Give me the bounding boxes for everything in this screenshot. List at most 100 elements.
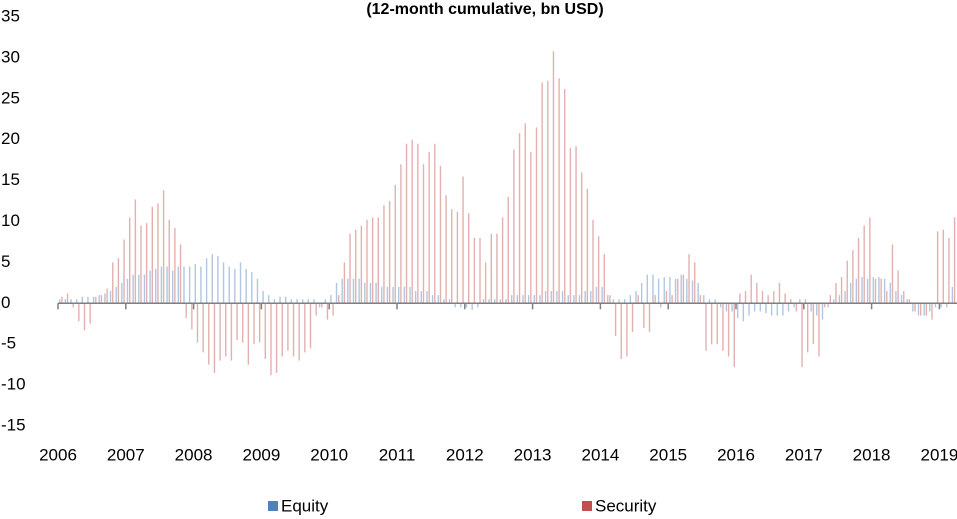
bar xyxy=(253,303,255,345)
bar xyxy=(245,268,247,304)
bar xyxy=(863,225,865,304)
bar xyxy=(669,277,671,304)
bar xyxy=(205,258,208,304)
x-tick-label: 2013 xyxy=(514,445,552,464)
bar xyxy=(516,295,519,304)
bar xyxy=(191,303,193,330)
bar xyxy=(697,282,699,304)
bar xyxy=(716,303,718,345)
bar xyxy=(151,206,153,304)
bar xyxy=(482,299,485,304)
bar xyxy=(801,303,803,368)
bar xyxy=(530,151,532,304)
bar xyxy=(326,303,329,320)
bar xyxy=(643,303,645,328)
bar xyxy=(674,278,677,304)
bar xyxy=(129,217,131,304)
bar xyxy=(592,219,594,304)
bar xyxy=(279,296,281,304)
bar xyxy=(564,88,566,304)
bar xyxy=(609,295,611,304)
bar xyxy=(72,303,74,308)
bar xyxy=(507,196,509,304)
bar xyxy=(115,286,117,304)
bar xyxy=(838,295,841,304)
bar xyxy=(923,303,925,316)
bar xyxy=(307,299,309,304)
bar xyxy=(823,303,826,308)
bar xyxy=(258,303,261,343)
bar xyxy=(737,303,739,319)
bar xyxy=(242,303,244,343)
bar xyxy=(202,303,204,353)
bar xyxy=(765,303,767,314)
bar xyxy=(64,299,67,304)
bar xyxy=(456,211,459,304)
bar xyxy=(866,278,869,304)
bar xyxy=(81,296,83,304)
bar xyxy=(550,291,552,304)
bar xyxy=(106,288,108,304)
bar xyxy=(392,286,394,304)
bar xyxy=(895,291,897,304)
bar xyxy=(292,303,295,357)
bar xyxy=(581,172,583,304)
bar xyxy=(281,303,283,357)
bar xyxy=(857,237,860,304)
bar xyxy=(812,303,815,345)
bar xyxy=(601,286,603,304)
bar xyxy=(225,303,227,357)
bar xyxy=(100,295,103,304)
bar xyxy=(443,299,445,304)
bar xyxy=(597,236,600,304)
bar xyxy=(494,299,496,304)
bar xyxy=(942,229,944,304)
bar xyxy=(230,303,233,361)
bar xyxy=(567,295,569,304)
bar xyxy=(626,303,628,357)
bar xyxy=(296,299,298,304)
bar xyxy=(420,291,422,304)
bar xyxy=(83,303,86,331)
bar xyxy=(414,291,417,304)
bar xyxy=(699,295,702,304)
bar xyxy=(505,299,507,304)
bar xyxy=(688,254,690,304)
bar xyxy=(75,299,78,304)
y-tick-label: 10 xyxy=(1,211,20,230)
bar xyxy=(631,303,634,332)
bar xyxy=(377,217,379,304)
bar xyxy=(341,278,343,304)
bar xyxy=(321,303,323,308)
bar xyxy=(160,266,163,304)
bar xyxy=(465,303,468,308)
bar xyxy=(166,266,168,304)
bar xyxy=(908,299,911,304)
bar xyxy=(850,282,852,304)
bar xyxy=(694,262,696,304)
bar xyxy=(951,286,954,304)
bar xyxy=(573,295,575,304)
bar xyxy=(518,133,521,304)
bar xyxy=(59,299,61,304)
bar xyxy=(725,303,728,312)
bar xyxy=(578,295,581,304)
bar xyxy=(155,268,157,304)
bar xyxy=(448,299,451,304)
bar xyxy=(810,303,812,312)
bar xyxy=(355,229,357,304)
bar xyxy=(112,262,114,304)
bar xyxy=(880,278,882,304)
bar xyxy=(304,303,306,353)
bar xyxy=(211,254,213,304)
bar xyxy=(759,303,761,312)
bar xyxy=(89,303,91,324)
bar xyxy=(318,303,321,308)
bar xyxy=(889,282,891,304)
bar xyxy=(657,278,660,304)
bar xyxy=(891,244,894,304)
bar xyxy=(612,299,615,304)
y-tick-label: 5 xyxy=(1,252,10,271)
bar xyxy=(799,299,801,304)
bar xyxy=(422,164,425,304)
